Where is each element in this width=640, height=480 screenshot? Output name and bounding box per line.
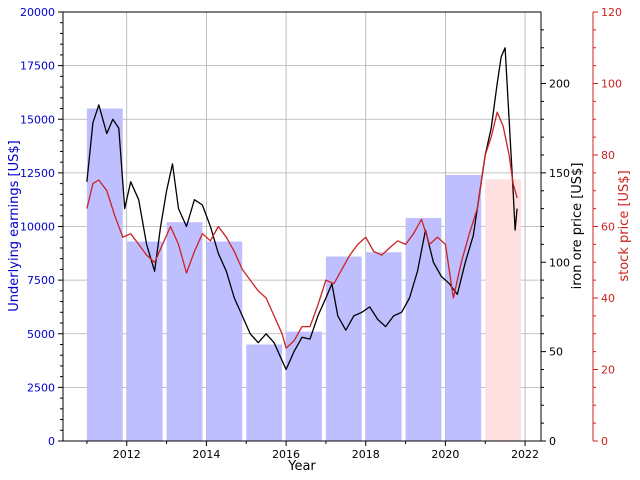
earnings-bar (246, 344, 283, 441)
earnings-tick-label: 5000 (27, 328, 55, 341)
earnings-axis-ticks: 0 2500 5000 7500 10000 12500 15000 17500 20000 (20, 6, 63, 448)
x-tick-label: 2014 (192, 448, 220, 461)
earnings-tick-label: 2500 (27, 381, 55, 394)
earnings-bar (325, 256, 362, 441)
stock-tick-label: 40 (601, 292, 615, 305)
stock-axis-ticks: 0 20 40 60 80 100 120 (593, 6, 622, 448)
x-tick-label: 2016 (272, 448, 300, 461)
earnings-bar (405, 217, 442, 441)
stock-axis-label: stock price [US$] (617, 170, 632, 281)
earnings-tick-label: 0 (48, 435, 55, 448)
x-tick-label: 2022 (511, 448, 539, 461)
iron-axis-ticks: 0 50 100 150 200 (541, 29, 570, 448)
earnings-tick-label: 15000 (20, 113, 55, 126)
x-axis-ticks: 2012 2014 2016 2018 2020 2022 (86, 441, 539, 461)
earnings-bar (365, 252, 402, 441)
earnings-bar (166, 222, 203, 441)
earnings-bars (86, 108, 522, 442)
x-axis-label: Year (287, 459, 316, 474)
iron-tick-label: 200 (549, 78, 570, 91)
stock-tick-label: 0 (601, 435, 608, 448)
x-tick-label: 2020 (431, 448, 459, 461)
earnings-axis-label: Underlying earnings [US$] (7, 140, 22, 311)
iron-tick-label: 150 (549, 167, 570, 180)
x-tick-label: 2018 (352, 448, 380, 461)
iron-tick-label: 0 (549, 435, 556, 448)
earnings-tick-label: 7500 (27, 274, 55, 287)
price-lines (86, 47, 518, 371)
earnings-bar (86, 108, 123, 442)
stock-tick-label: 100 (601, 78, 622, 91)
earnings-tick-label: 10000 (20, 221, 55, 234)
earnings-tick-label: 20000 (20, 6, 55, 19)
stock-tick-label: 60 (601, 221, 615, 234)
earnings-bar (286, 331, 322, 441)
earnings-tick-label: 12500 (20, 167, 55, 180)
earnings-tick-label: 17500 (20, 60, 55, 73)
iron-tick-label: 100 (549, 256, 570, 269)
stock-tick-label: 120 (601, 6, 622, 19)
iron-axis-label: iron ore price [US$] (570, 163, 585, 290)
stock-price-line (86, 111, 518, 349)
iron-tick-label: 50 (549, 346, 563, 359)
stock-tick-label: 20 (601, 364, 615, 377)
earnings-bar (206, 241, 243, 441)
x-tick-label: 2012 (113, 448, 141, 461)
earnings-bar (126, 241, 163, 441)
stock-tick-label: 80 (601, 149, 615, 162)
